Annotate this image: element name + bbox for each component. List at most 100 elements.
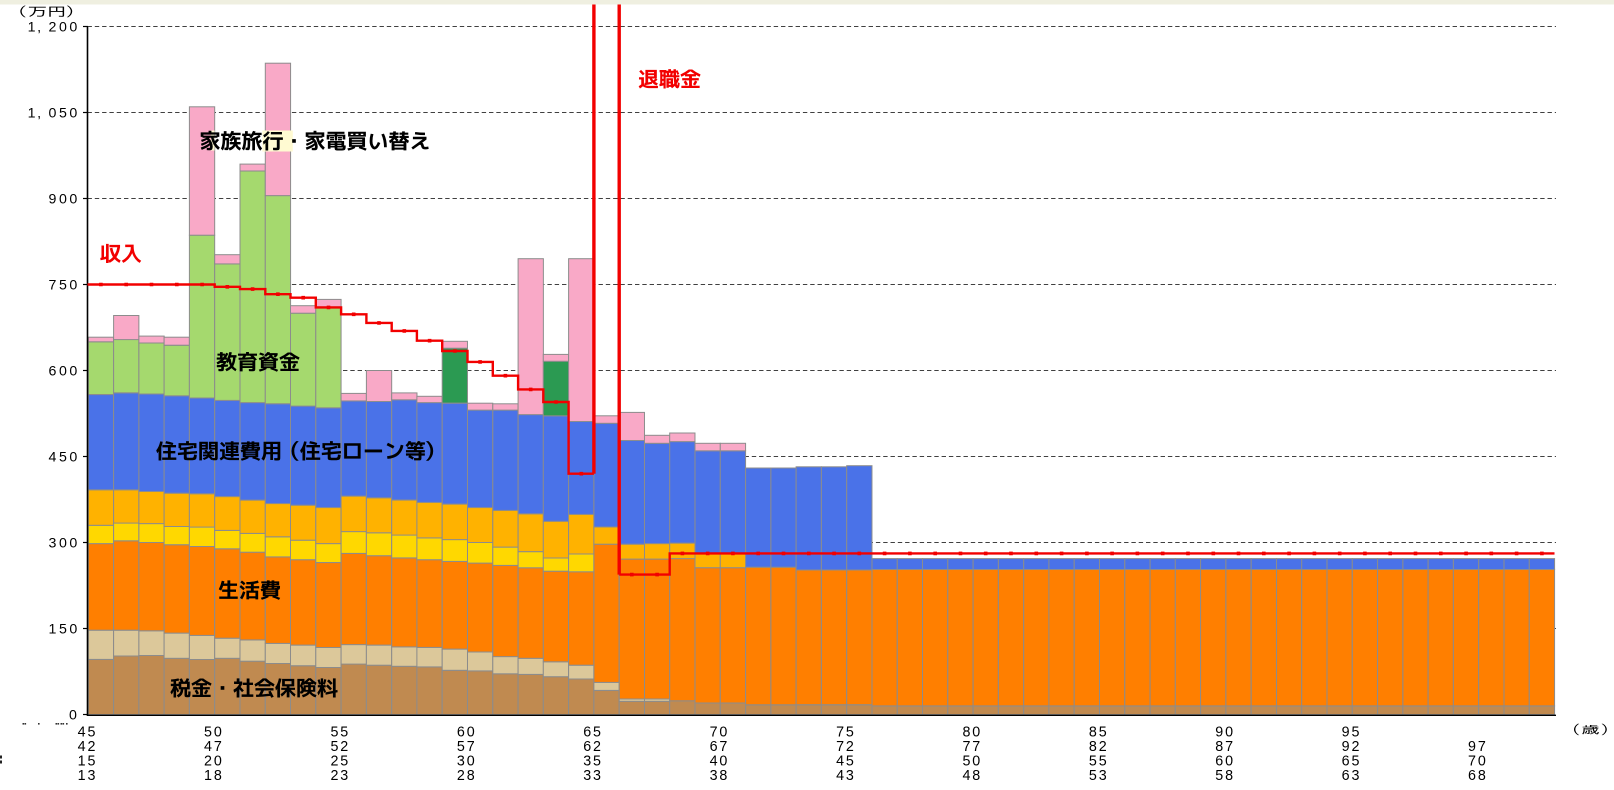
svg-text:8: 8 bbox=[972, 768, 980, 784]
svg-text:9: 9 bbox=[1215, 725, 1223, 741]
svg-text:0: 0 bbox=[972, 725, 980, 741]
svg-text:8: 8 bbox=[1225, 768, 1233, 784]
svg-text:2: 2 bbox=[1099, 739, 1107, 755]
svg-text:5: 5 bbox=[59, 106, 67, 122]
svg-text:2: 2 bbox=[331, 753, 339, 769]
svg-text:5: 5 bbox=[331, 739, 339, 755]
svg-text:5: 5 bbox=[1352, 725, 1360, 741]
svg-text:7: 7 bbox=[963, 739, 971, 755]
svg-text:3: 3 bbox=[340, 768, 348, 784]
svg-text:0: 0 bbox=[719, 753, 727, 769]
svg-text:8: 8 bbox=[719, 768, 727, 784]
svg-text:8: 8 bbox=[1215, 739, 1223, 755]
svg-text:5: 5 bbox=[1215, 768, 1223, 784]
svg-text:7: 7 bbox=[1468, 753, 1476, 769]
svg-text:5: 5 bbox=[1099, 725, 1107, 741]
svg-text:7: 7 bbox=[1225, 739, 1233, 755]
svg-text:5: 5 bbox=[593, 753, 601, 769]
svg-text:5: 5 bbox=[204, 725, 212, 741]
svg-text:0: 0 bbox=[972, 753, 980, 769]
svg-text:6: 6 bbox=[710, 739, 718, 755]
svg-text:3: 3 bbox=[710, 768, 718, 784]
svg-text:6: 6 bbox=[49, 364, 57, 380]
svg-text:8: 8 bbox=[1478, 768, 1486, 784]
svg-text:0: 0 bbox=[69, 536, 77, 552]
svg-text:5: 5 bbox=[1352, 753, 1360, 769]
svg-text:5: 5 bbox=[340, 725, 348, 741]
svg-text:5: 5 bbox=[846, 725, 854, 741]
svg-text:7: 7 bbox=[214, 739, 222, 755]
svg-text:0: 0 bbox=[69, 450, 77, 466]
svg-text:4: 4 bbox=[963, 768, 971, 784]
svg-text:1: 1 bbox=[28, 20, 36, 36]
svg-text:0: 0 bbox=[1478, 753, 1486, 769]
svg-text:1: 1 bbox=[28, 106, 36, 122]
svg-text:4: 4 bbox=[78, 725, 86, 741]
svg-text:0: 0 bbox=[59, 364, 67, 380]
svg-text:5: 5 bbox=[1089, 753, 1097, 769]
svg-text:5: 5 bbox=[1089, 768, 1097, 784]
svg-text:0: 0 bbox=[1225, 725, 1233, 741]
svg-text:6: 6 bbox=[583, 739, 591, 755]
svg-text:2: 2 bbox=[457, 768, 465, 784]
svg-text:5: 5 bbox=[340, 753, 348, 769]
svg-text:6: 6 bbox=[583, 725, 591, 741]
svg-text:5: 5 bbox=[59, 450, 67, 466]
svg-text:7: 7 bbox=[972, 739, 980, 755]
svg-text:4: 4 bbox=[836, 753, 844, 769]
svg-text:0: 0 bbox=[467, 753, 475, 769]
svg-text:0: 0 bbox=[69, 192, 77, 208]
svg-text:3: 3 bbox=[49, 536, 57, 552]
svg-text:2: 2 bbox=[340, 739, 348, 755]
svg-text:2: 2 bbox=[49, 20, 57, 36]
svg-text:5: 5 bbox=[1099, 753, 1107, 769]
svg-text:0: 0 bbox=[1225, 753, 1233, 769]
svg-text:7: 7 bbox=[49, 278, 57, 294]
svg-text:1: 1 bbox=[49, 622, 57, 638]
svg-text:3: 3 bbox=[88, 768, 96, 784]
svg-text:6: 6 bbox=[1468, 768, 1476, 784]
svg-text:2: 2 bbox=[1352, 739, 1360, 755]
svg-text:5: 5 bbox=[88, 753, 96, 769]
svg-text:6: 6 bbox=[457, 725, 465, 741]
svg-text:7: 7 bbox=[836, 725, 844, 741]
svg-text:8: 8 bbox=[214, 768, 222, 784]
svg-text:2: 2 bbox=[846, 739, 854, 755]
svg-text:2: 2 bbox=[331, 768, 339, 784]
svg-text:8: 8 bbox=[963, 725, 971, 741]
svg-text:,: , bbox=[37, 20, 41, 36]
svg-text:5: 5 bbox=[88, 725, 96, 741]
svg-text:0: 0 bbox=[214, 753, 222, 769]
svg-text:4: 4 bbox=[204, 739, 212, 755]
svg-text:7: 7 bbox=[1478, 739, 1486, 755]
svg-text:4: 4 bbox=[49, 450, 57, 466]
svg-text:5: 5 bbox=[963, 753, 971, 769]
svg-text:0: 0 bbox=[467, 725, 475, 741]
svg-text:5: 5 bbox=[846, 753, 854, 769]
svg-text:8: 8 bbox=[467, 768, 475, 784]
svg-text:0: 0 bbox=[214, 725, 222, 741]
svg-text:0: 0 bbox=[69, 106, 77, 122]
svg-text:6: 6 bbox=[1215, 753, 1223, 769]
svg-text:8: 8 bbox=[1089, 739, 1097, 755]
svg-text:7: 7 bbox=[836, 739, 844, 755]
svg-text:9: 9 bbox=[1468, 739, 1476, 755]
svg-text:0: 0 bbox=[59, 20, 67, 36]
svg-text:0: 0 bbox=[59, 192, 67, 208]
svg-text:5: 5 bbox=[59, 622, 67, 638]
svg-text:0: 0 bbox=[59, 536, 67, 552]
svg-text:2: 2 bbox=[88, 739, 96, 755]
svg-text:3: 3 bbox=[583, 768, 591, 784]
svg-text:3: 3 bbox=[457, 753, 465, 769]
svg-text:0: 0 bbox=[69, 364, 77, 380]
svg-text:3: 3 bbox=[1099, 768, 1107, 784]
svg-text:0: 0 bbox=[69, 708, 77, 724]
svg-text:2: 2 bbox=[593, 739, 601, 755]
svg-text:8: 8 bbox=[1089, 725, 1097, 741]
svg-text:3: 3 bbox=[593, 768, 601, 784]
svg-text:1: 1 bbox=[78, 768, 86, 784]
svg-text:0: 0 bbox=[69, 278, 77, 294]
svg-text:5: 5 bbox=[59, 278, 67, 294]
svg-text:9: 9 bbox=[49, 192, 57, 208]
svg-text:5: 5 bbox=[457, 739, 465, 755]
